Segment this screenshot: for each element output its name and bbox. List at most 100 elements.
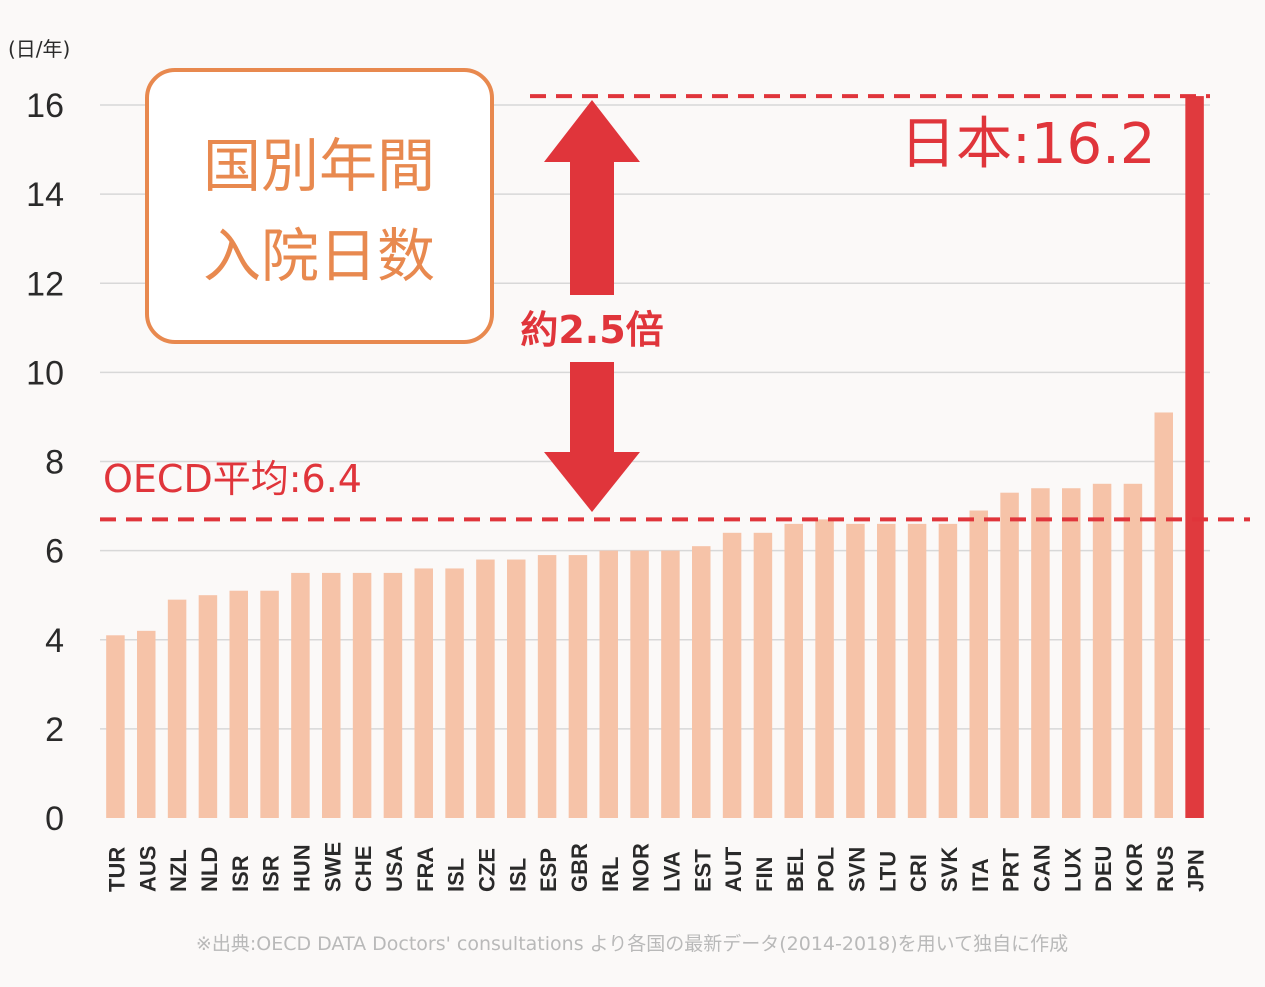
y-tick-label: 2 <box>45 711 64 749</box>
source-note: ※出典:OECD DATA Doctors' consultations より各… <box>196 933 1068 955</box>
y-axis: 0 2 4 6 8 10 12 14 16 (日/年) <box>8 37 70 838</box>
x-tick-label: NOR <box>629 843 654 892</box>
y-axis-label: (日/年) <box>8 37 70 61</box>
bar-nor <box>630 550 649 818</box>
bar-isr <box>260 590 279 818</box>
bar-aus <box>137 630 156 818</box>
x-tick-label: FRA <box>413 847 438 892</box>
bar-cri <box>907 523 927 818</box>
bar-aut <box>722 532 742 818</box>
chart-title-line: 入院日数 <box>203 222 435 290</box>
y-tick-label: 16 <box>26 87 64 125</box>
x-tick-label: ISR <box>259 855 284 892</box>
bar-nzl <box>167 599 187 818</box>
x-tick-label: FIN <box>752 857 777 892</box>
x-tick-label: USA <box>382 845 407 892</box>
x-tick-label: NLD <box>197 847 222 892</box>
annotation-layer: OECD平均:6.4 日本:16.2 約2.5倍 国別年間入院日数 ※出典:OECD D… <box>100 68 1250 955</box>
x-tick-label: CAN <box>1029 844 1054 892</box>
x-tick-label: RUS <box>1153 846 1178 892</box>
bar-esp <box>537 555 557 818</box>
bar-rus <box>1154 412 1173 818</box>
x-tick-label: AUT <box>721 846 746 892</box>
x-tick-label: LUX <box>1060 848 1085 892</box>
bar-ita <box>969 510 988 818</box>
bar-tur <box>106 635 125 818</box>
bar-gbr <box>568 555 588 818</box>
x-axis: TUR AUS NZL NLD ISR ISR HUN SWE CHE USA FRA ISL CZE I… <box>104 842 1208 892</box>
x-tick-label: ISL <box>444 858 469 892</box>
x-tick-label: CRI <box>906 854 931 892</box>
bar-svn <box>846 523 865 818</box>
title-box <box>145 68 494 344</box>
x-tick-label: ESP <box>536 848 561 892</box>
x-tick-label: KOR <box>1122 843 1147 892</box>
x-tick-label: DEU <box>1091 846 1116 892</box>
arrow-down-shaft <box>570 362 614 454</box>
bar-pol <box>815 519 834 818</box>
x-tick-label: BEL <box>783 848 808 892</box>
x-tick-label: EST <box>690 849 715 892</box>
japan-value-label: 日本:16.2 <box>900 112 1156 177</box>
bar-layer <box>106 96 1204 818</box>
y-tick-label: 10 <box>26 354 64 392</box>
x-tick-label: IRL <box>598 857 623 892</box>
chart-title-line: 国別年間 <box>203 132 435 200</box>
chart-title: 国別年間入院日数 <box>203 132 435 290</box>
bar-ltu <box>877 523 896 818</box>
x-tick-label: SVK <box>937 847 962 892</box>
x-tick-label: GBR <box>567 843 592 892</box>
bar-lva <box>661 550 680 818</box>
x-tick-label: ISL <box>505 858 530 892</box>
x-tick-label: NZL <box>166 849 191 892</box>
bar-lux <box>1062 488 1081 818</box>
bar-isl <box>445 568 464 818</box>
bar-isl <box>507 559 526 818</box>
y-tick-label: 8 <box>45 444 64 482</box>
ratio-label: 約2.5倍 <box>520 308 663 352</box>
bar-irl <box>599 550 618 818</box>
bar-jpn <box>1185 96 1204 818</box>
x-tick-label: TUR <box>104 847 129 892</box>
bar-fin <box>753 532 773 818</box>
arrow-up-shaft <box>570 160 614 295</box>
bar-deu <box>1092 483 1112 818</box>
x-tick-label: ITA <box>968 858 993 892</box>
x-tick-label: CHE <box>351 846 376 892</box>
y-tick-label: 4 <box>45 622 64 660</box>
bar-est <box>692 546 711 818</box>
arrow-up-head <box>544 100 640 162</box>
arrow-down-head <box>544 452 640 512</box>
x-tick-label: LVA <box>659 851 684 892</box>
x-tick-label: SVN <box>844 847 869 892</box>
bar-hun <box>291 572 310 818</box>
x-tick-label: LTU <box>875 851 900 892</box>
x-tick-label: HUN <box>289 844 314 892</box>
x-tick-label: ISR <box>228 855 253 892</box>
bar-nld <box>198 595 218 818</box>
bar-cze <box>476 559 495 818</box>
y-tick-label: 14 <box>26 176 64 214</box>
y-tick-label: 6 <box>45 533 64 571</box>
bar-prt <box>1000 492 1019 818</box>
bar-svk <box>938 523 958 818</box>
bar-che <box>352 572 372 818</box>
bar-isr <box>229 590 248 818</box>
x-tick-label: CZE <box>474 848 499 892</box>
x-tick-label: PRT <box>999 847 1024 892</box>
oecd-average-label: OECD平均:6.4 <box>103 457 362 501</box>
bar-bel <box>784 523 803 818</box>
x-tick-label: POL <box>814 847 839 892</box>
x-tick-label: AUS <box>135 846 160 892</box>
y-tick-label: 0 <box>45 800 64 838</box>
bar-can <box>1031 488 1050 818</box>
x-tick-label: JPN <box>1184 849 1209 892</box>
bar-swe <box>322 572 341 818</box>
y-tick-label: 12 <box>26 265 64 303</box>
bar-usa <box>383 572 403 818</box>
bar-fra <box>414 568 433 818</box>
x-tick-label: SWE <box>320 842 345 892</box>
bar-kor <box>1123 483 1143 818</box>
